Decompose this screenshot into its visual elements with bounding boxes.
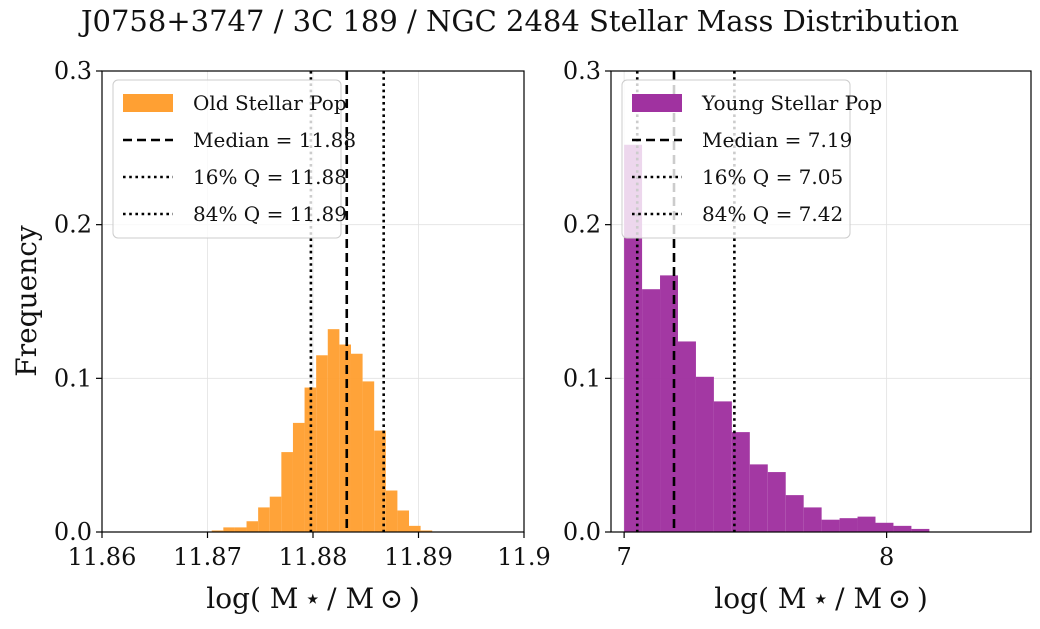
legend-swatch xyxy=(632,94,682,112)
histogram-bar xyxy=(803,507,822,532)
histogram-bar xyxy=(420,530,433,532)
histogram-bar xyxy=(339,344,351,532)
y-axis-label: Frequency xyxy=(10,225,43,377)
histogram-bar xyxy=(281,452,293,532)
y-tick-label: 0.2 xyxy=(563,211,601,239)
legend-label: Old Stellar Pop xyxy=(193,91,347,115)
x-tick-label: 11.9 xyxy=(497,543,550,571)
histogram-bar xyxy=(234,527,247,532)
legend-label: 16% Q = 7.05 xyxy=(702,165,843,189)
x-tick-label: 11.87 xyxy=(173,543,242,571)
x-tick-label: 11.86 xyxy=(68,543,137,571)
axes-frame xyxy=(610,70,1032,533)
histogram-bar xyxy=(695,376,714,532)
histogram-bar xyxy=(839,518,858,532)
y-tick-label: 0.1 xyxy=(54,364,92,392)
histogram-bar xyxy=(316,355,328,532)
histogram-bar xyxy=(304,387,317,532)
legend-label: 16% Q = 11.88 xyxy=(193,165,347,189)
histogram-bar xyxy=(893,525,912,532)
legend-label: 84% Q = 7.42 xyxy=(702,202,843,226)
x-tick-label: 7 xyxy=(616,543,631,571)
y-tick-label: 0.0 xyxy=(563,518,601,546)
histogram-bar xyxy=(362,381,375,532)
histogram-bar xyxy=(785,495,804,532)
panel-young-stellar-pop: 7 8 0.0 0.1 0.2 0.3 log( M ⋆ / M ⊙ ) Young Stel… xyxy=(563,57,1032,615)
histogram-bar xyxy=(292,422,305,532)
histogram-bar xyxy=(397,510,410,532)
histogram-bar xyxy=(767,472,786,532)
legend-box xyxy=(621,79,851,239)
histogram-bar xyxy=(374,430,386,532)
y-tick-label: 0.3 xyxy=(54,57,92,85)
x-tick-label: 11.89 xyxy=(384,543,453,571)
legend-swatch xyxy=(123,94,173,112)
legend-box xyxy=(112,79,342,239)
histogram-bar xyxy=(821,519,840,532)
figure-title: J0758+3747 / 3C 189 / NGC 2484 Stellar M… xyxy=(80,4,960,38)
histogram-bar xyxy=(409,525,421,532)
histogram-bar xyxy=(642,289,661,532)
histogram-bar xyxy=(269,496,282,532)
histogram-bar xyxy=(350,353,363,532)
legend-label: Median = 7.19 xyxy=(702,128,852,152)
y-tick-label: 0.3 xyxy=(563,57,601,85)
histogram-bar xyxy=(749,464,768,532)
histogram-bar xyxy=(246,521,259,532)
x-axis-label: log( M ⋆ / M ⊙ ) xyxy=(714,582,928,615)
histogram-bar xyxy=(223,527,235,532)
histogram-bar xyxy=(911,528,930,532)
histogram-bar xyxy=(731,432,750,532)
histogram-bar xyxy=(258,507,270,532)
x-tick-label: 8 xyxy=(879,543,894,571)
y-tick-label: 0.0 xyxy=(54,518,92,546)
y-tick-label: 0.2 xyxy=(54,211,92,239)
legend-label: Young Stellar Pop xyxy=(701,91,882,115)
histogram-bar xyxy=(327,329,340,532)
histogram-bar xyxy=(857,516,876,532)
histogram-bar xyxy=(624,144,643,532)
y-tick-label: 0.1 xyxy=(563,364,601,392)
legend-label: Median = 11.88 xyxy=(193,128,356,152)
histogram-bar xyxy=(385,490,398,532)
histogram-bar xyxy=(677,341,696,532)
histogram-bar xyxy=(713,401,732,532)
histogram-bar xyxy=(875,522,894,532)
panel-old-stellar-pop: 11.86 11.87 11.88 11.89 11.9 0.0 0.1 0.2 0.3 log(… xyxy=(54,57,551,615)
histogram-bar xyxy=(211,530,224,532)
x-axis-label: log( M ⋆ / M ⊙ ) xyxy=(206,582,420,615)
x-tick-label: 11.88 xyxy=(279,543,348,571)
legend-label: 84% Q = 11.89 xyxy=(193,202,347,226)
